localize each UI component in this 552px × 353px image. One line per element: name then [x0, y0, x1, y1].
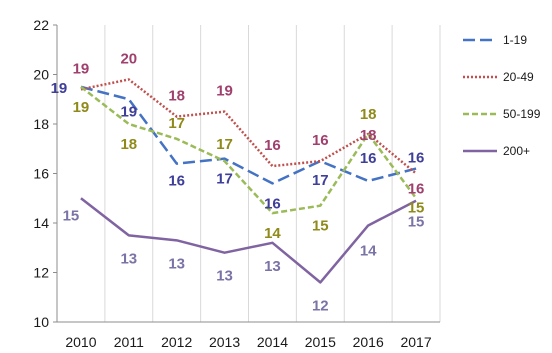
x-tick-label: 2011 — [114, 334, 144, 350]
data-label: 18 — [168, 88, 185, 105]
data-label: 15 — [408, 199, 425, 216]
data-label: 17 — [168, 115, 185, 132]
series-lines — [80, 78, 418, 284]
gridlines — [56, 25, 441, 322]
data-label: 18 — [360, 127, 377, 144]
data-label: 16 — [264, 195, 281, 212]
y-axis-tick-labels: 10 12 14 16 18 20 22 — [33, 17, 49, 330]
legend-label: 50-199 — [503, 107, 541, 121]
legend-label: 1-19 — [503, 33, 527, 47]
series-line-1-19 — [80, 85, 417, 185]
data-label: 15 — [63, 207, 80, 224]
x-axis-tick-labels: 2010 2011 2012 2013 2014 2015 2016 2017 — [65, 334, 431, 350]
data-label: 20 — [120, 50, 137, 67]
data-label: 17 — [216, 136, 233, 153]
y-tick-label: 12 — [33, 265, 49, 281]
axes — [53, 24, 440, 323]
y-tick-label: 20 — [33, 67, 49, 83]
data-label: 18 — [120, 136, 137, 153]
series-line-200+ — [80, 197, 417, 284]
data-label: 19 — [120, 103, 137, 120]
data-label: 16 — [408, 150, 425, 167]
data-label: 18 — [360, 106, 377, 123]
series-line-50-199 — [80, 85, 418, 215]
y-tick-label: 16 — [33, 166, 49, 182]
data-label: 15 — [312, 218, 329, 235]
data-label: 13 — [216, 268, 233, 285]
legend-label: 20-49 — [503, 70, 534, 84]
data-label: 15 — [408, 214, 425, 231]
data-label: 14 — [360, 242, 377, 259]
series-line-20-49 — [80, 78, 417, 175]
x-tick-label: 2012 — [161, 334, 192, 350]
data-label: 19 — [73, 60, 90, 77]
legend: 1-19 20-49 50-199 200+ — [463, 33, 541, 158]
data-labels: 19 19 16 17 16 17 16 16 19 20 18 19 16 16 18 16 19 18 17 17… — [51, 50, 425, 314]
data-label: 16 — [408, 181, 425, 198]
data-label: 16 — [312, 132, 329, 149]
x-tick-label: 2015 — [305, 334, 336, 350]
x-tick-label: 2016 — [353, 334, 384, 350]
data-label: 19 — [51, 80, 68, 97]
data-label: 13 — [120, 250, 137, 267]
x-tick-label: 2013 — [209, 334, 240, 350]
legend-label: 200+ — [503, 144, 530, 158]
y-tick-label: 10 — [33, 314, 49, 330]
data-label: 13 — [264, 258, 281, 275]
data-label: 16 — [168, 173, 185, 190]
data-label: 16 — [264, 137, 281, 154]
x-tick-label: 2017 — [400, 334, 431, 350]
data-label: 12 — [312, 297, 329, 314]
data-label: 19 — [216, 83, 233, 100]
x-tick-label: 2010 — [65, 334, 96, 350]
data-label: 16 — [360, 150, 377, 167]
y-tick-label: 14 — [33, 215, 49, 231]
y-tick-label: 22 — [33, 17, 49, 33]
y-tick-label: 18 — [33, 116, 49, 132]
x-tick-label: 2014 — [257, 334, 288, 350]
data-label: 17 — [312, 172, 329, 189]
data-label: 13 — [168, 255, 185, 272]
data-label: 17 — [216, 171, 233, 188]
data-label: 19 — [73, 99, 90, 116]
data-label: 14 — [264, 225, 281, 242]
